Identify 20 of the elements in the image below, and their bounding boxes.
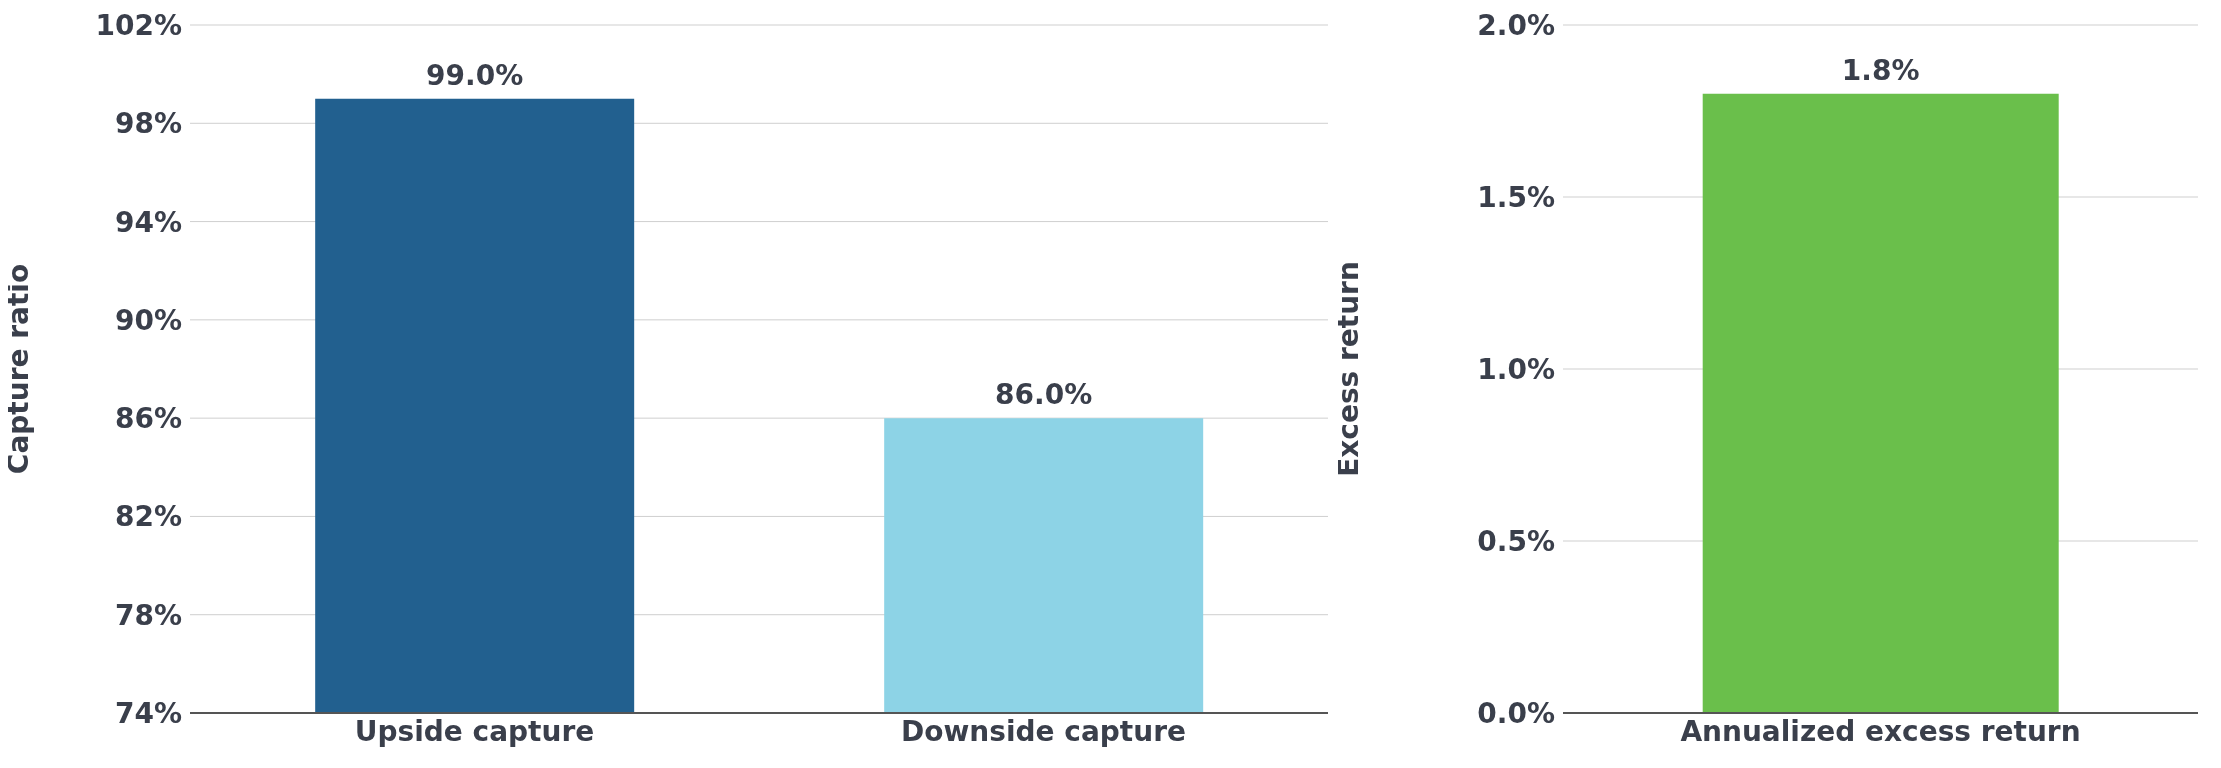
data-label: 86.0% bbox=[995, 378, 1093, 412]
y-tick-label: 86% bbox=[114, 402, 182, 436]
x-tick-label: Annualized excess return bbox=[1680, 714, 2081, 748]
y-tick-label: 0.0% bbox=[1477, 696, 1555, 730]
y-tick-label: 98% bbox=[114, 107, 182, 141]
y-tick-label: 102% bbox=[95, 8, 182, 42]
data-label: 99.0% bbox=[426, 58, 524, 92]
x-tick-label: Downside capture bbox=[901, 714, 1186, 748]
y-tick-label: 1.5% bbox=[1477, 180, 1555, 214]
y-axis-title: Excess return bbox=[1331, 261, 1365, 477]
y-tick-label: 2.0% bbox=[1477, 8, 1555, 42]
x-tick-label: Upside capture bbox=[354, 714, 595, 748]
y-tick-label: 1.0% bbox=[1477, 352, 1555, 386]
y-tick-label: 78% bbox=[114, 598, 182, 632]
y-tick-label: 74% bbox=[114, 696, 182, 730]
y-tick-label: 90% bbox=[114, 303, 182, 337]
y-tick-label: 0.5% bbox=[1477, 524, 1555, 558]
y-tick-label: 94% bbox=[114, 205, 182, 239]
data-label: 1.8% bbox=[1841, 53, 1920, 87]
y-tick-label: 82% bbox=[114, 500, 182, 534]
